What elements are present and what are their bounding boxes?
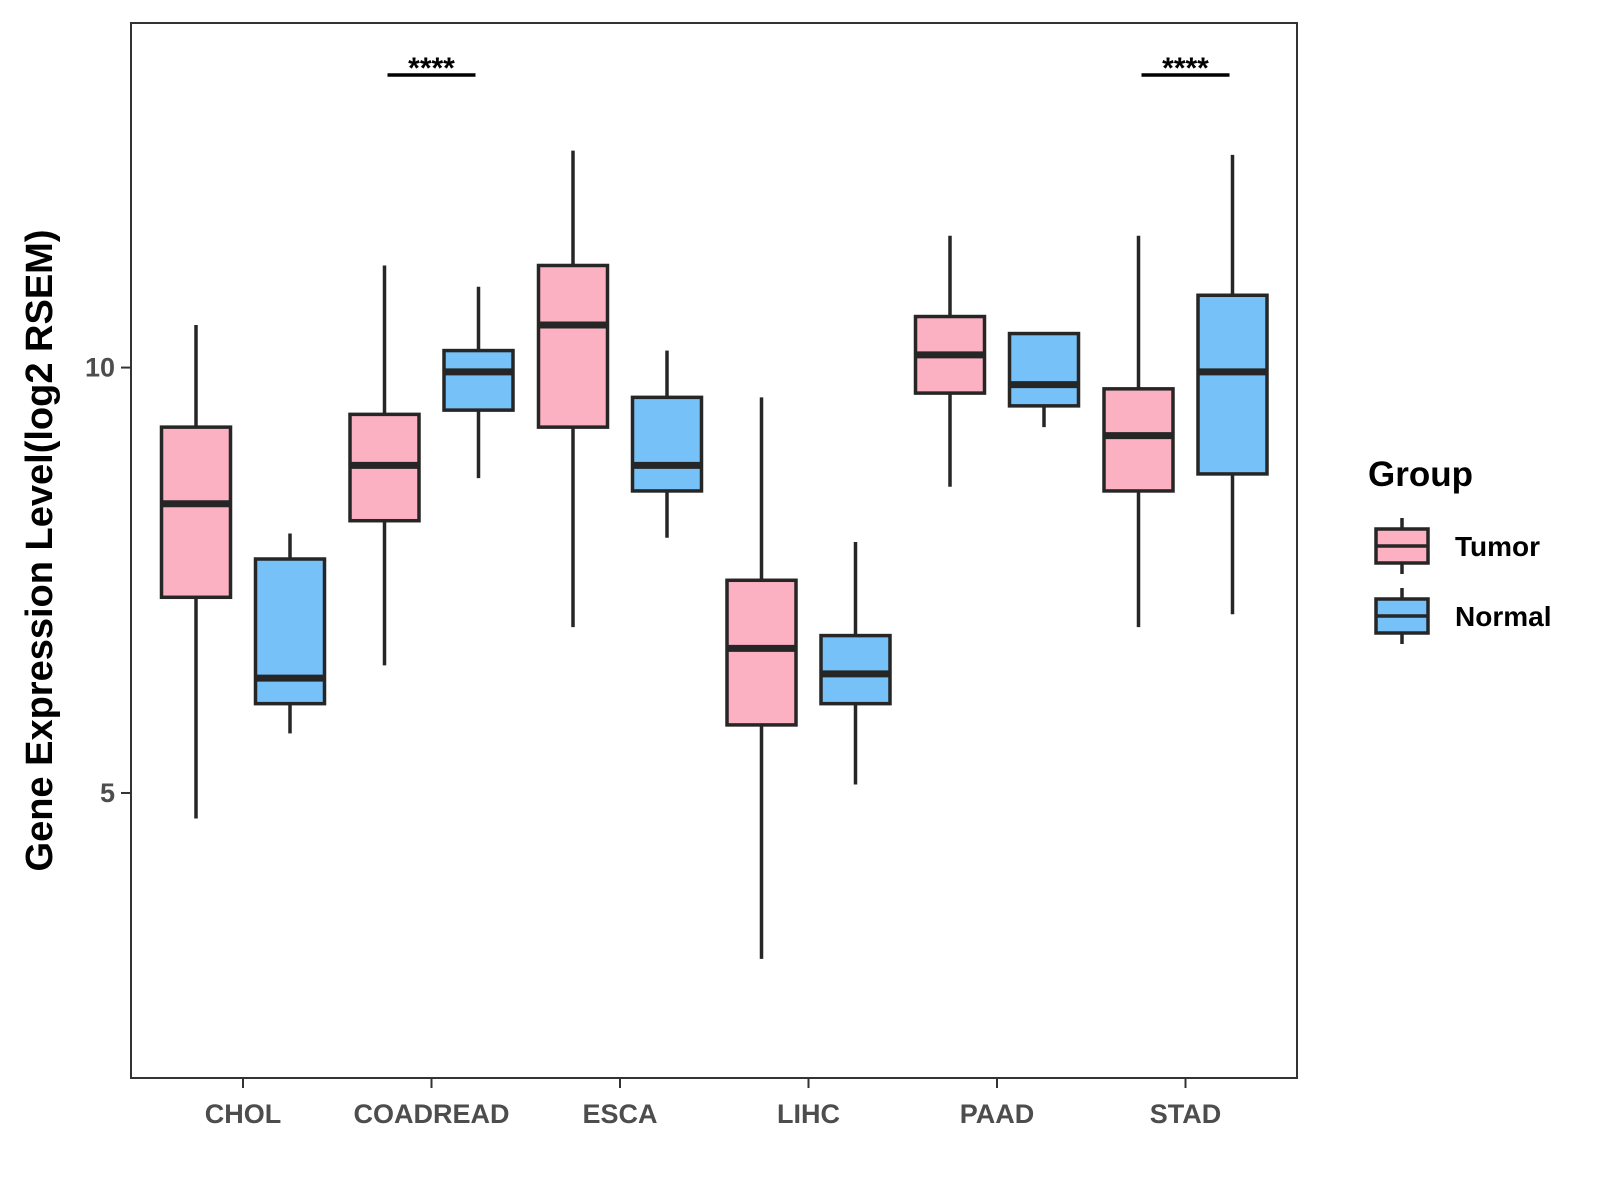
y-axis-title: Gene Expression Level(log2 RSEM) (19, 230, 61, 872)
significance-label: **** (1162, 52, 1209, 85)
box-iqr (253, 557, 327, 706)
box-iqr (819, 633, 892, 706)
box-tumor-esca (536, 150, 610, 628)
legend-label-tumor: Tumor (1455, 531, 1540, 562)
significance-coadread: **** (387, 52, 476, 85)
box-iqr (159, 425, 233, 600)
plot-border (130, 22, 1298, 1079)
box-iqr (536, 263, 610, 429)
box-normal-paad (1007, 331, 1081, 428)
box-tumor-stad (1102, 235, 1175, 628)
x-tick-label-stad: STAD (1150, 1099, 1222, 1129)
box-tumor-paad (913, 235, 987, 487)
box-tumor-lihc (725, 397, 798, 959)
legend-key-normal (1374, 588, 1430, 644)
box-normal-lihc (819, 541, 892, 785)
legend-title: Group (1368, 455, 1473, 494)
box-iqr (1196, 293, 1269, 476)
x-tick-label-chol: CHOL (205, 1099, 282, 1129)
box-normal-coadread (442, 286, 515, 479)
box-iqr (630, 395, 704, 493)
box-tumor-chol (159, 325, 233, 819)
x-tick-label-esca: ESCA (582, 1099, 657, 1129)
legend-label-normal: Normal (1455, 601, 1551, 632)
box-iqr (1007, 331, 1081, 408)
legend: Group Tumor Normal (1368, 455, 1551, 644)
y-tick-label: 5 (100, 778, 115, 808)
box-iqr (1102, 387, 1175, 493)
box-iqr (442, 348, 515, 412)
box-normal-chol (253, 533, 327, 734)
legend-key-tumor (1374, 518, 1430, 574)
x-tick-label-lihc: LIHC (777, 1099, 840, 1129)
axes: 5 10 CHOL COADREAD ESCA LIHC PAAD STAD Gene Expr… (19, 22, 1298, 1129)
plot-area (159, 150, 1269, 959)
box-tumor-coadread (348, 265, 421, 666)
significance-label: **** (408, 52, 455, 85)
box-normal-esca (630, 350, 704, 538)
x-tick-label-paad: PAAD (960, 1099, 1035, 1129)
box-iqr (725, 578, 798, 727)
y-tick-label: 10 (85, 353, 115, 383)
significance-stad: **** (1141, 52, 1230, 85)
significance-annotations: **** **** (387, 52, 1230, 85)
x-tick-label-coadread: COADREAD (353, 1099, 509, 1129)
box-normal-stad (1196, 154, 1269, 615)
